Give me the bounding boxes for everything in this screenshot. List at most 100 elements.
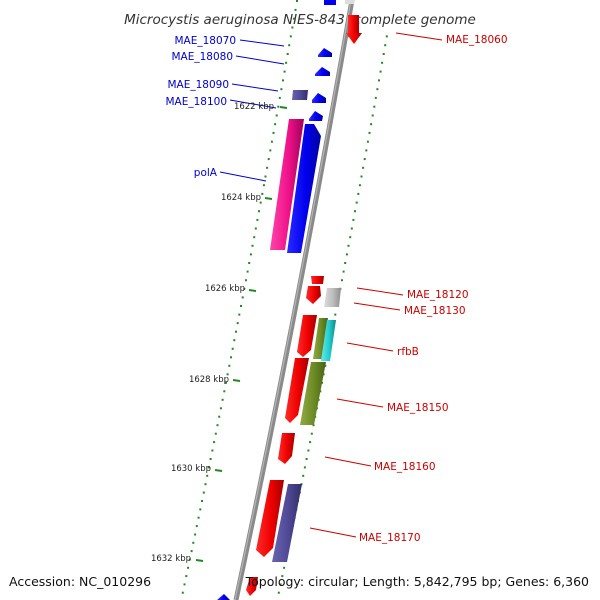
- track-dot: [272, 131, 275, 134]
- track-dot: [357, 192, 360, 195]
- tick-label-1622: 1622 kbp: [234, 102, 274, 112]
- track-dot: [216, 424, 219, 427]
- track-dot: [334, 313, 337, 316]
- track-dot: [277, 591, 280, 594]
- gene-feature-mae-18150[interactable]: [300, 362, 326, 425]
- track-dot: [279, 583, 282, 586]
- gene-feature-mae-18090[interactable]: [292, 90, 308, 100]
- tick-label-1628: 1628 kbp: [189, 375, 229, 385]
- gene-label-mae-18100[interactable]: MAE_18100: [165, 96, 227, 108]
- accession-text: Accession: NC_010296: [9, 574, 151, 589]
- gene-feature-olive-a[interactable]: [313, 318, 328, 359]
- gene-feature-bottom-red[interactable]: [246, 577, 258, 596]
- track-dot: [219, 407, 222, 410]
- gene-feature-rfbb[interactable]: [321, 320, 336, 361]
- gene-label-mae-18150[interactable]: MAE_18150: [387, 402, 449, 414]
- leader-lines: [219, 32, 443, 538]
- gene-feature-red-b[interactable]: [285, 358, 309, 423]
- track-dot: [248, 262, 251, 264]
- track-dot: [379, 70, 382, 73]
- track-dot: [292, 17, 295, 20]
- track-dot: [261, 192, 264, 195]
- track-dot: [378, 79, 380, 82]
- gene-feature-top-blue[interactable]: [324, 0, 336, 5]
- track-dot: [283, 566, 286, 569]
- track-dot: [374, 96, 377, 99]
- track-dot: [201, 500, 203, 502]
- track-dot: [360, 175, 363, 178]
- gene-label-mae-18130[interactable]: MAE_18130: [404, 305, 466, 317]
- gene-feature-red-c[interactable]: [256, 480, 284, 557]
- gene-feature-bottom-blue[interactable]: [217, 594, 230, 600]
- track-dot: [259, 201, 262, 204]
- gene-feature-pola[interactable]: [270, 119, 304, 250]
- track-dot: [277, 105, 280, 108]
- track-dot: [373, 105, 376, 108]
- track-dot: [285, 61, 288, 64]
- tick-label-1630: 1630 kbp: [171, 464, 211, 474]
- track-dot: [211, 449, 214, 452]
- gene-feature-mae-18160[interactable]: [278, 433, 295, 464]
- track-dot: [195, 525, 198, 528]
- track-dot: [280, 88, 283, 91]
- track-dot: [270, 140, 273, 143]
- track-dot: [197, 516, 200, 519]
- tick-label-1624: 1624 kbp: [221, 193, 261, 203]
- gene-feature-big-blue[interactable]: [287, 124, 321, 253]
- track-dot: [267, 158, 270, 161]
- gene-label-mae-18120[interactable]: MAE_18120: [407, 289, 469, 301]
- track-dot: [312, 424, 315, 427]
- gene-label-pola[interactable]: polA: [194, 167, 218, 179]
- track-dot: [241, 296, 244, 299]
- gene-label-mae-18170[interactable]: MAE_18170: [359, 532, 421, 544]
- track-dot: [202, 491, 205, 494]
- gene-feature-mae-18100[interactable]: [312, 93, 326, 103]
- track-dot: [362, 166, 365, 169]
- track-dot: [344, 262, 347, 264]
- track-dot: [382, 53, 385, 55]
- track-dot: [275, 114, 278, 117]
- gene-feature-mae-18130[interactable]: [324, 288, 341, 307]
- track-dot: [291, 26, 294, 29]
- track-dot: [363, 158, 366, 161]
- track-dot: [226, 373, 229, 376]
- gene-feature-mae-18120[interactable]: [311, 276, 324, 284]
- track-dot: [192, 541, 195, 544]
- track-dot: [349, 236, 352, 239]
- gene-label-mae-18060[interactable]: MAE_18060: [446, 34, 508, 46]
- track-dot: [218, 415, 221, 418]
- kbp-tick-labels: 1622 kbp 1624 kbp 1626 kbp 1628 kbp 1630…: [151, 102, 274, 564]
- gene-label-mae-18090[interactable]: MAE_18090: [167, 79, 229, 91]
- gene-label-rfbb[interactable]: rfbB: [397, 346, 419, 358]
- track-dot: [183, 583, 186, 586]
- track-dot: [385, 35, 388, 38]
- track-dot: [310, 432, 313, 435]
- track-dot: [199, 508, 202, 511]
- track-dot: [381, 61, 384, 64]
- gene-label-mae-18070[interactable]: MAE_18070: [174, 35, 236, 47]
- gene-label-mae-18160[interactable]: MAE_18160: [374, 461, 436, 473]
- track-dot: [324, 364, 327, 367]
- gene-features: [217, 0, 362, 600]
- track-dot: [187, 566, 190, 569]
- gene-feature-mae-18080[interactable]: [315, 67, 330, 76]
- gene-label-mae-18080[interactable]: MAE_18080: [171, 51, 233, 63]
- track-dot: [221, 398, 224, 401]
- track-dot: [181, 591, 184, 594]
- track-dot: [204, 483, 207, 486]
- gene-feature-mae-18070[interactable]: [318, 48, 332, 57]
- track-dot: [342, 270, 345, 273]
- track-dot: [213, 441, 216, 444]
- gene-feature-red-a[interactable]: [297, 315, 317, 357]
- tick-label-1632: 1632 kbp: [151, 554, 191, 564]
- track-dot: [345, 253, 348, 256]
- track-dot: [223, 390, 226, 393]
- track-dot: [231, 347, 234, 350]
- track-dot: [249, 253, 252, 256]
- track-dot: [305, 458, 308, 460]
- track-dot: [289, 35, 292, 38]
- gene-feature-mae-18060[interactable]: [348, 15, 359, 37]
- gene-feature-mae-18170[interactable]: [272, 484, 302, 562]
- track-dot: [256, 218, 259, 221]
